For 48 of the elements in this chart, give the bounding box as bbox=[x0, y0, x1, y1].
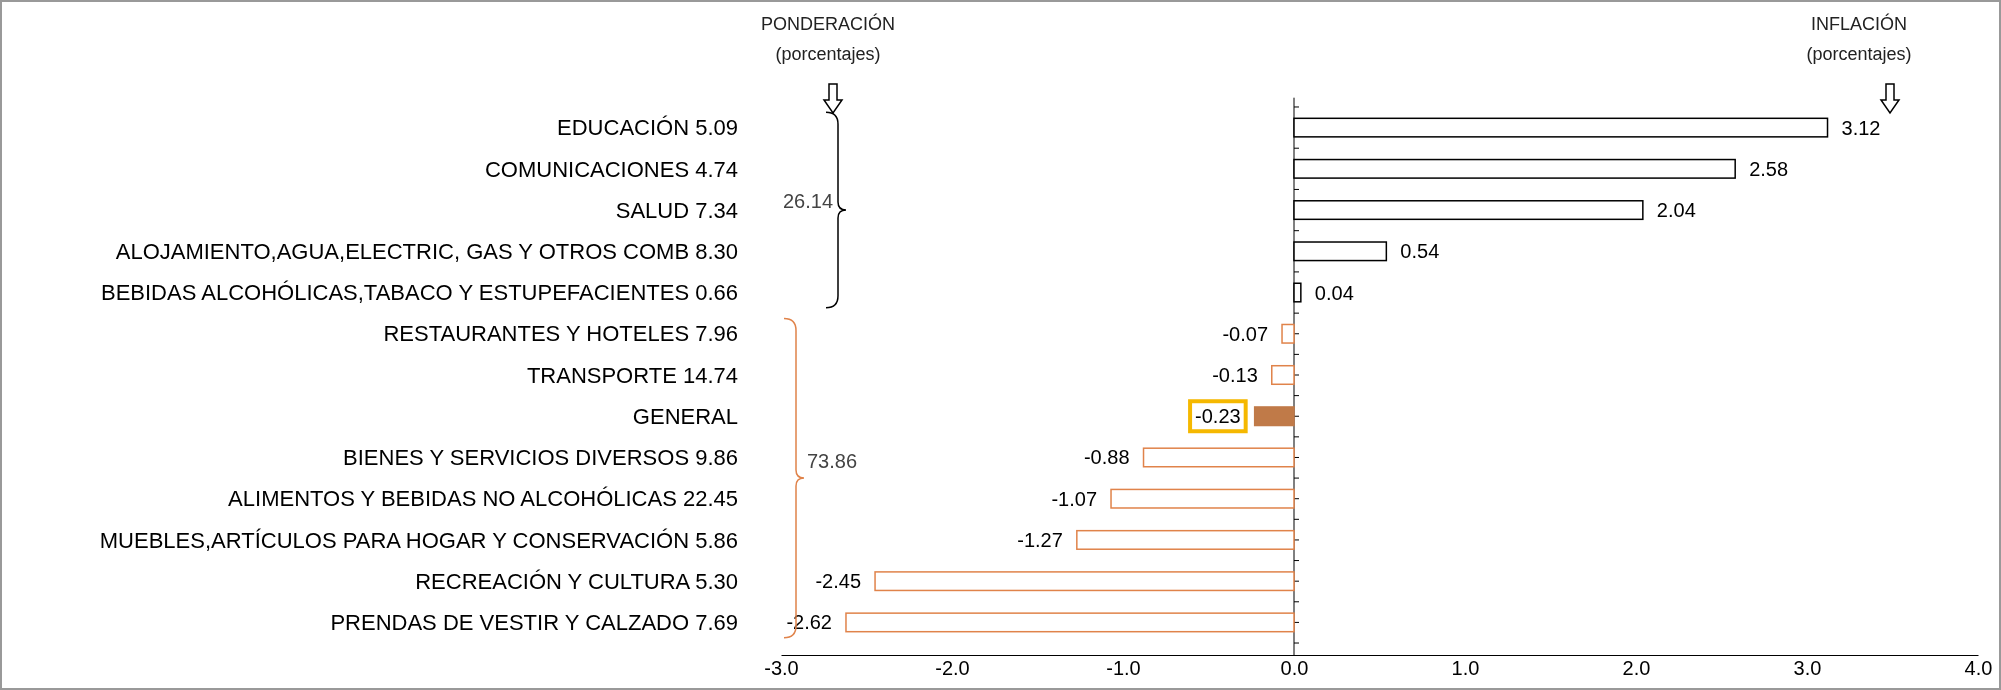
text: PONDERACIÓN bbox=[760, 13, 896, 34]
data-label: -2.62 bbox=[786, 611, 832, 634]
text: (porcentajes) bbox=[775, 44, 881, 64]
bar bbox=[1253, 406, 1295, 427]
y-tick-label: PRENDAS DE VESTIR Y CALZADO 7.69 bbox=[330, 610, 738, 636]
data-label: -0.23 bbox=[1195, 405, 1241, 428]
bar bbox=[1142, 447, 1295, 468]
y-tick-label: BEBIDAS ALCOHÓLICAS,TABACO Y ESTUPEFACIENTES 0.66 bbox=[100, 280, 738, 306]
data-label: -1.07 bbox=[1051, 487, 1098, 510]
bar bbox=[1110, 488, 1295, 509]
text: (porcentajes) bbox=[1806, 44, 1912, 64]
y-tick-label: GENERAL bbox=[632, 403, 738, 429]
x-tick-label: 4.0 bbox=[1964, 657, 1993, 680]
data-label: -0.88 bbox=[1083, 446, 1130, 469]
text: INFLACIÓN bbox=[1810, 13, 1908, 34]
x-tick-label: -3.0 bbox=[764, 657, 799, 680]
bar bbox=[1076, 529, 1295, 550]
x-tick-label: 3.0 bbox=[1793, 657, 1822, 680]
data-label: 0.04 bbox=[1314, 281, 1354, 304]
y-tick-label: EDUCACIÓN 5.09 bbox=[557, 115, 738, 141]
data-label: -0.13 bbox=[1212, 364, 1258, 386]
y-tick-label: COMUNICACIONES 4.74 bbox=[484, 156, 738, 182]
y-tick-label: RESTAURANTES Y HOTELES 7.96 bbox=[383, 321, 738, 347]
bar bbox=[845, 612, 1295, 633]
annotation: 73.86 bbox=[806, 450, 858, 472]
bar bbox=[874, 571, 1295, 592]
bar bbox=[1281, 323, 1295, 344]
data-label: 0.54 bbox=[1400, 240, 1440, 263]
data-label: -1.27 bbox=[1017, 528, 1063, 551]
y-tick-label: RECREACIÓN Y CULTURA 5.30 bbox=[415, 568, 738, 594]
x-tick-label: 0.0 bbox=[1280, 657, 1309, 680]
annotation: 26.14 bbox=[782, 190, 834, 212]
data-label: 2.58 bbox=[1749, 157, 1789, 180]
x-tick-label: -1.0 bbox=[1106, 657, 1141, 680]
x-tick-label: -2.0 bbox=[935, 657, 970, 680]
y-tick-label: SALUD 7.34 bbox=[615, 197, 738, 223]
y-tick-label: TRANSPORTE 14.74 bbox=[526, 362, 738, 388]
y-tick-label: BIENES Y SERVICIOS DIVERSOS 9.86 bbox=[343, 445, 738, 471]
bar bbox=[1271, 364, 1295, 386]
y-tick-label: ALOJAMIENTO,AGUA,ELECTRIC, GAS Y OTROS COMB 8.30 bbox=[115, 238, 738, 264]
data-label: 3.12 bbox=[1841, 116, 1881, 139]
data-label: -0.07 bbox=[1222, 322, 1269, 345]
y-tick-label: ALIMENTOS Y BEBIDAS NO ALCOHÓLICAS 22.45 bbox=[228, 486, 738, 512]
x-tick-label: 2.0 bbox=[1622, 657, 1651, 680]
x-tick-label: 1.0 bbox=[1451, 657, 1480, 680]
data-label: -2.45 bbox=[815, 570, 862, 593]
data-label: 2.04 bbox=[1656, 199, 1696, 222]
y-tick-label: MUEBLES,ARTÍCULOS PARA HOGAR Y CONSERVACIÓN 5.86 bbox=[99, 527, 738, 553]
